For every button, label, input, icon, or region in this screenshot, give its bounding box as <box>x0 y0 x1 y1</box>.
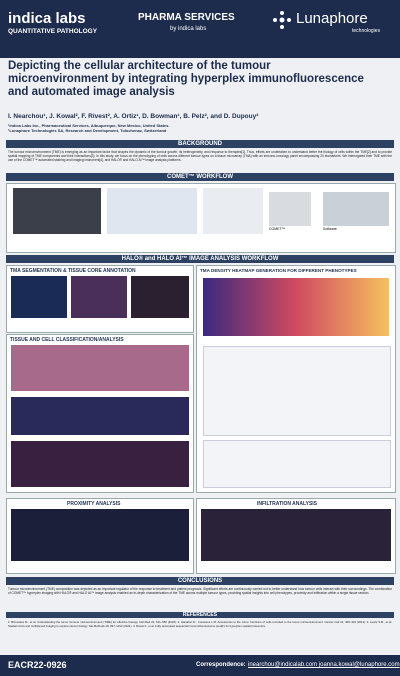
software <box>323 192 389 226</box>
workflow-text <box>203 188 263 234</box>
correspondence-emails: inearchou@indicalab.com joanna.kowal@lun… <box>248 662 400 668</box>
logo-indica: indica labs <box>8 10 86 27</box>
bar-plot <box>203 346 391 436</box>
panel-heading: INFILTRATION ANALYSIS <box>257 501 317 507</box>
image <box>11 441 189 487</box>
section-heading: COMET™ WORKFLOW <box>6 173 394 181</box>
panel: PROXIMITY ANALYSIS <box>6 498 194 574</box>
panel-heading: TMA SEGMENTATION & TISSUE CORE ANNOTATIO… <box>10 268 136 274</box>
panel: TMA SEGMENTATION & TISSUE CORE ANNOTATIO… <box>6 265 194 333</box>
lunaphore-icon <box>273 11 291 29</box>
conclusions-text: Tumour microenvironment (TME) compositio… <box>8 587 392 595</box>
image <box>11 276 67 318</box>
panel: INFILTRATION ANALYSIS <box>196 498 396 574</box>
image <box>71 276 127 318</box>
label: COMET™ <box>269 227 286 231</box>
logo-lunaphore: Lunaphore <box>296 10 368 27</box>
image <box>11 345 189 391</box>
panel: TISSUE AND CELL CLASSIFICATION/ANALYSIS <box>6 334 194 493</box>
image <box>11 397 189 435</box>
image <box>201 509 391 561</box>
section-heading: REFERENCES <box>6 612 394 618</box>
workflow-diagram <box>107 188 197 234</box>
section-heading: HALO® and HALO AI™ IMAGE ANALYSIS WORKFL… <box>6 255 394 263</box>
image <box>11 509 189 561</box>
title: Depicting the cellular architecture of t… <box>8 60 364 98</box>
comet-panel: COMET™ Software <box>6 183 396 253</box>
bar-plot <box>203 440 391 488</box>
footer: EACR22-0926 Correspondence: inearchou@in… <box>0 655 400 676</box>
header: indica labs QUANTITATIVE PATHOLOGY PHARM… <box>0 0 400 58</box>
panel: TMA DENSITY HEATMAP GENERATION FOR DIFFE… <box>196 265 396 493</box>
poster-code: EACR22-0926 <box>8 660 67 670</box>
logo-indica-sub: QUANTITATIVE PATHOLOGY <box>8 28 98 35</box>
comet-image <box>13 188 101 234</box>
heatmap <box>203 278 389 336</box>
affiliation: ¹Indica Labs Inc., Pharmaceutical Servic… <box>8 123 170 128</box>
logo-pharma-sub: by indica labs <box>170 26 207 32</box>
label: Software <box>323 227 337 231</box>
background-text: The tumour microenvironment (TME) is eme… <box>8 150 392 162</box>
panel-heading: TISSUE AND CELL CLASSIFICATION/ANALYSIS <box>10 337 124 343</box>
logo-lunaphore-sub: technologies <box>352 28 381 34</box>
instrument <box>269 192 311 226</box>
image <box>131 276 189 318</box>
section-heading: BACKGROUND <box>6 140 394 148</box>
references-text: 1. Binnewies M., et al. Understanding th… <box>8 620 392 628</box>
panel-heading: TMA DENSITY HEATMAP GENERATION FOR DIFFE… <box>200 268 357 273</box>
correspondence-label: Correspondence: <box>196 662 246 668</box>
logo-pharma: PHARMA SERVICES <box>138 12 235 23</box>
authors: I. Nearchou¹, J. Kowal², F. Rivest², A. … <box>8 113 259 120</box>
panel-heading: PROXIMITY ANALYSIS <box>67 501 121 507</box>
affiliation: ²Lunaphore Technologies SA, Research and… <box>8 128 167 133</box>
section-heading: CONCLUSIONS <box>6 577 394 585</box>
